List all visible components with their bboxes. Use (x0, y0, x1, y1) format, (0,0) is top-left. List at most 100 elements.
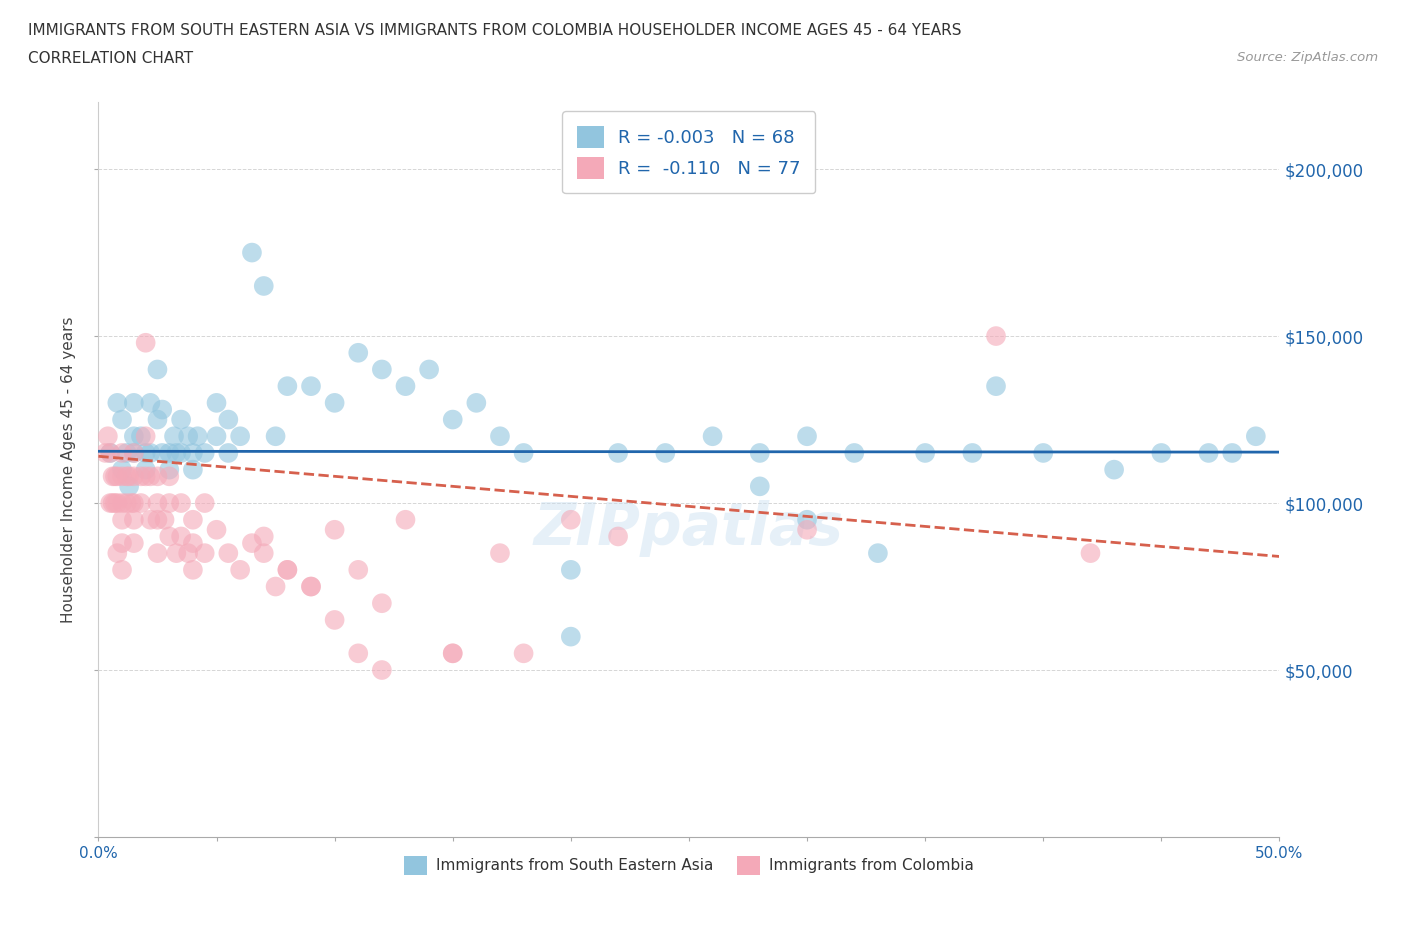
Point (217, 546, 239, 561)
Point (560, 630, 582, 644)
Point (111, 563, 134, 578)
Point (187, 429, 209, 444)
Point (1244, 429, 1267, 444)
Point (371, 362, 394, 377)
Point (105, 496, 128, 511)
Point (560, 563, 582, 578)
Point (253, 279, 276, 294)
Text: ZIPpatlas: ZIPpatlas (534, 500, 844, 557)
Point (229, 563, 252, 578)
Point (264, 429, 287, 444)
Point (111, 462, 134, 477)
Point (181, 536, 204, 551)
Point (181, 512, 204, 527)
Point (299, 579, 322, 594)
Point (105, 546, 128, 561)
Point (512, 646, 534, 661)
Point (748, 479, 770, 494)
Point (163, 429, 186, 444)
Point (1080, 546, 1102, 561)
Point (139, 395, 162, 410)
Point (139, 445, 162, 460)
Point (157, 462, 180, 477)
Point (394, 379, 416, 393)
Point (129, 469, 152, 484)
Text: CORRELATION CHART: CORRELATION CHART (28, 51, 193, 66)
Point (104, 496, 127, 511)
Point (135, 336, 157, 351)
Point (104, 469, 127, 484)
Point (157, 529, 180, 544)
Point (139, 512, 162, 527)
Point (181, 462, 204, 477)
Point (165, 546, 187, 561)
Point (264, 579, 287, 594)
Point (111, 512, 134, 527)
Point (122, 536, 145, 551)
Point (98, 445, 121, 460)
Point (844, 445, 866, 460)
Point (115, 469, 138, 484)
Point (111, 469, 134, 484)
Point (170, 496, 193, 511)
Point (914, 445, 936, 460)
Point (512, 445, 534, 460)
Point (170, 412, 193, 427)
Point (97, 429, 120, 444)
Point (347, 563, 370, 578)
Point (115, 445, 138, 460)
Point (323, 395, 346, 410)
Point (205, 523, 228, 538)
Point (146, 496, 169, 511)
Point (984, 379, 1007, 393)
Point (299, 379, 322, 393)
Point (122, 469, 145, 484)
Point (394, 512, 416, 527)
Point (1032, 445, 1054, 460)
Legend: Immigrants from South Eastern Asia, Immigrants from Colombia: Immigrants from South Eastern Asia, Immi… (398, 850, 980, 881)
Point (122, 395, 145, 410)
Point (1150, 445, 1173, 460)
Point (170, 529, 193, 544)
Point (98, 445, 121, 460)
Point (139, 469, 162, 484)
Point (150, 402, 173, 417)
Point (240, 536, 263, 551)
Point (607, 445, 630, 460)
Point (984, 328, 1007, 343)
Point (205, 429, 228, 444)
Point (146, 512, 169, 527)
Point (1198, 445, 1220, 460)
Point (229, 429, 252, 444)
Point (115, 496, 138, 511)
Point (489, 429, 512, 444)
Point (702, 429, 724, 444)
Point (129, 429, 152, 444)
Point (371, 662, 394, 677)
Point (323, 613, 346, 628)
Y-axis label: Householder Income Ages 45 - 64 years: Householder Income Ages 45 - 64 years (60, 316, 76, 623)
Point (122, 512, 145, 527)
Point (347, 646, 370, 661)
Point (441, 646, 464, 661)
Point (371, 596, 394, 611)
Point (135, 462, 157, 477)
Point (441, 646, 464, 661)
Point (111, 496, 134, 511)
Point (98, 496, 121, 511)
Point (748, 445, 770, 460)
Point (299, 579, 322, 594)
Point (105, 469, 128, 484)
Point (122, 429, 145, 444)
Point (796, 512, 818, 527)
Point (253, 529, 276, 544)
Point (465, 395, 488, 410)
Point (441, 412, 464, 427)
Point (135, 429, 157, 444)
Point (866, 546, 889, 561)
Point (146, 546, 169, 561)
Point (276, 563, 298, 578)
Point (194, 496, 217, 511)
Point (157, 445, 180, 460)
Point (181, 563, 204, 578)
